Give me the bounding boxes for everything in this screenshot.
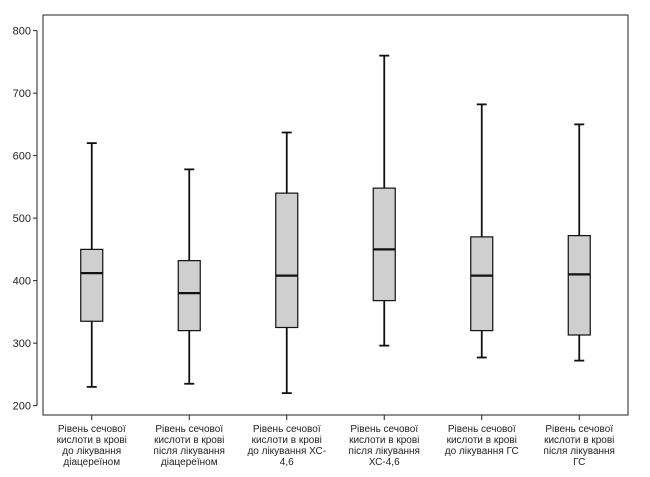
box-series (80, 54, 591, 395)
y-tick-label: 800 (13, 26, 31, 38)
x-category-label-line: ХС-4,6 (369, 457, 400, 468)
x-category-label-line: Рівень сечової (58, 424, 126, 435)
iqr-box (177, 260, 201, 332)
x-category-label: Рівень сечової кислоти в крові після лікув… (154, 424, 225, 468)
box-group (567, 123, 591, 362)
x-category-label-line: 4,6 (280, 457, 294, 468)
x-category-label-line: діацереїном (63, 457, 120, 468)
x-category-label-line: Рівень сечової (545, 424, 613, 435)
x-category-label-line: кислоти в крові (544, 435, 614, 446)
x-category-label-line: до лікування ХС- (247, 446, 326, 457)
iqr-box (470, 236, 494, 332)
x-category-label-line: Рівень сечової (253, 424, 321, 435)
x-category-label: Рівень сечової кислоти в крові після лікув… (349, 424, 420, 468)
x-category-label-line: кислоти в крові (57, 435, 127, 446)
x-category-label-line: кислоти в крові (252, 435, 322, 446)
box-group (80, 142, 104, 388)
x-category-label-line: ГС (573, 457, 585, 468)
x-category-label-line: кислоти в крові (349, 435, 419, 446)
y-tick-label: 500 (13, 213, 31, 225)
x-category-label-line: кислоти в крові (447, 435, 517, 446)
plot-frame (42, 14, 629, 416)
y-tick-label: 200 (13, 401, 31, 413)
x-category-label-line: діацереїном (161, 457, 218, 468)
box-group (372, 54, 396, 347)
box-group (470, 103, 494, 359)
x-category-label-line: Рівень сечової (350, 424, 418, 435)
x-category-label-line: Рівень сечової (448, 424, 516, 435)
x-category-label-line: кислоти в крові (154, 435, 224, 446)
x-category-label-line: після лікування (544, 446, 615, 457)
y-tick-label: 400 (13, 276, 31, 288)
x-axis: Рівень сечової кислоти в крові до лікуванн… (57, 415, 615, 468)
box-group (275, 131, 299, 395)
y-tick-label: 300 (13, 338, 31, 350)
x-category-label-line: Рівень сечової (155, 424, 223, 435)
y-tick-label: 600 (13, 151, 31, 163)
box-group (177, 168, 201, 385)
x-category-label-line: після лікування (349, 446, 420, 457)
x-category-label-line: до лікування ГС (445, 446, 519, 457)
x-category-label: Рівень сечової кислоти в крові до лікуванн… (57, 424, 127, 468)
y-tick-label: 700 (13, 88, 31, 100)
x-category-label-line: до лікування (62, 446, 121, 457)
y-axis: 200 300 400 500 600 700 800 (13, 26, 38, 413)
iqr-box (275, 192, 299, 329)
x-category-label: Рівень сечової кислоти в крові до лікуванн… (247, 424, 326, 468)
x-category-label: Рівень сечової кислоти в крові до лікуванн… (445, 424, 519, 457)
x-category-label: Рівень сечової кислоти в крові після лікув… (544, 424, 615, 468)
x-category-label-line: після лікування (154, 446, 225, 457)
iqr-box (372, 187, 396, 302)
iqr-box (80, 248, 104, 322)
iqr-box (567, 235, 591, 336)
